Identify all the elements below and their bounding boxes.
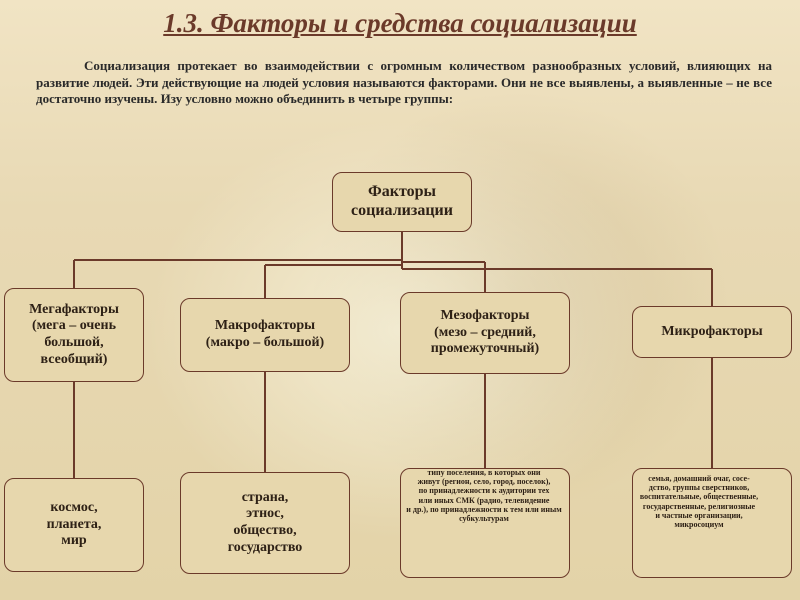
page-title: 1.3. Факторы и средства социализации	[0, 8, 800, 39]
intro-paragraph-text: Социализация протекает во взаимодействии…	[36, 58, 772, 106]
slide-content: 1.3. Факторы и средства социализации Соц…	[0, 0, 800, 600]
tree-node-mega: Мегафакторы (мега – очень большой, всеоб…	[4, 288, 144, 382]
tree-tiny-mezo_tiny: типу поселения, в которых они живут (рег…	[378, 468, 590, 523]
tree-node-mezo: Мезофакторы (мезо – средний, промежуточн…	[400, 292, 570, 374]
tree-node-mega_leaf: космос, планета, мир	[4, 478, 144, 572]
tree-node-macro_leaf: страна, этнос, общество, государство	[180, 472, 350, 574]
tree-node-micro: Микрофакторы	[632, 306, 792, 358]
tree-tiny-micro_tiny: семья, домашний очаг, сосе- дство, групп…	[600, 474, 798, 529]
intro-paragraph: Социализация протекает во взаимодействии…	[36, 58, 772, 108]
tree-node-macro: Макрофакторы (макро – большой)	[180, 298, 350, 372]
tree-node-root: Факторы социализации	[332, 172, 472, 232]
